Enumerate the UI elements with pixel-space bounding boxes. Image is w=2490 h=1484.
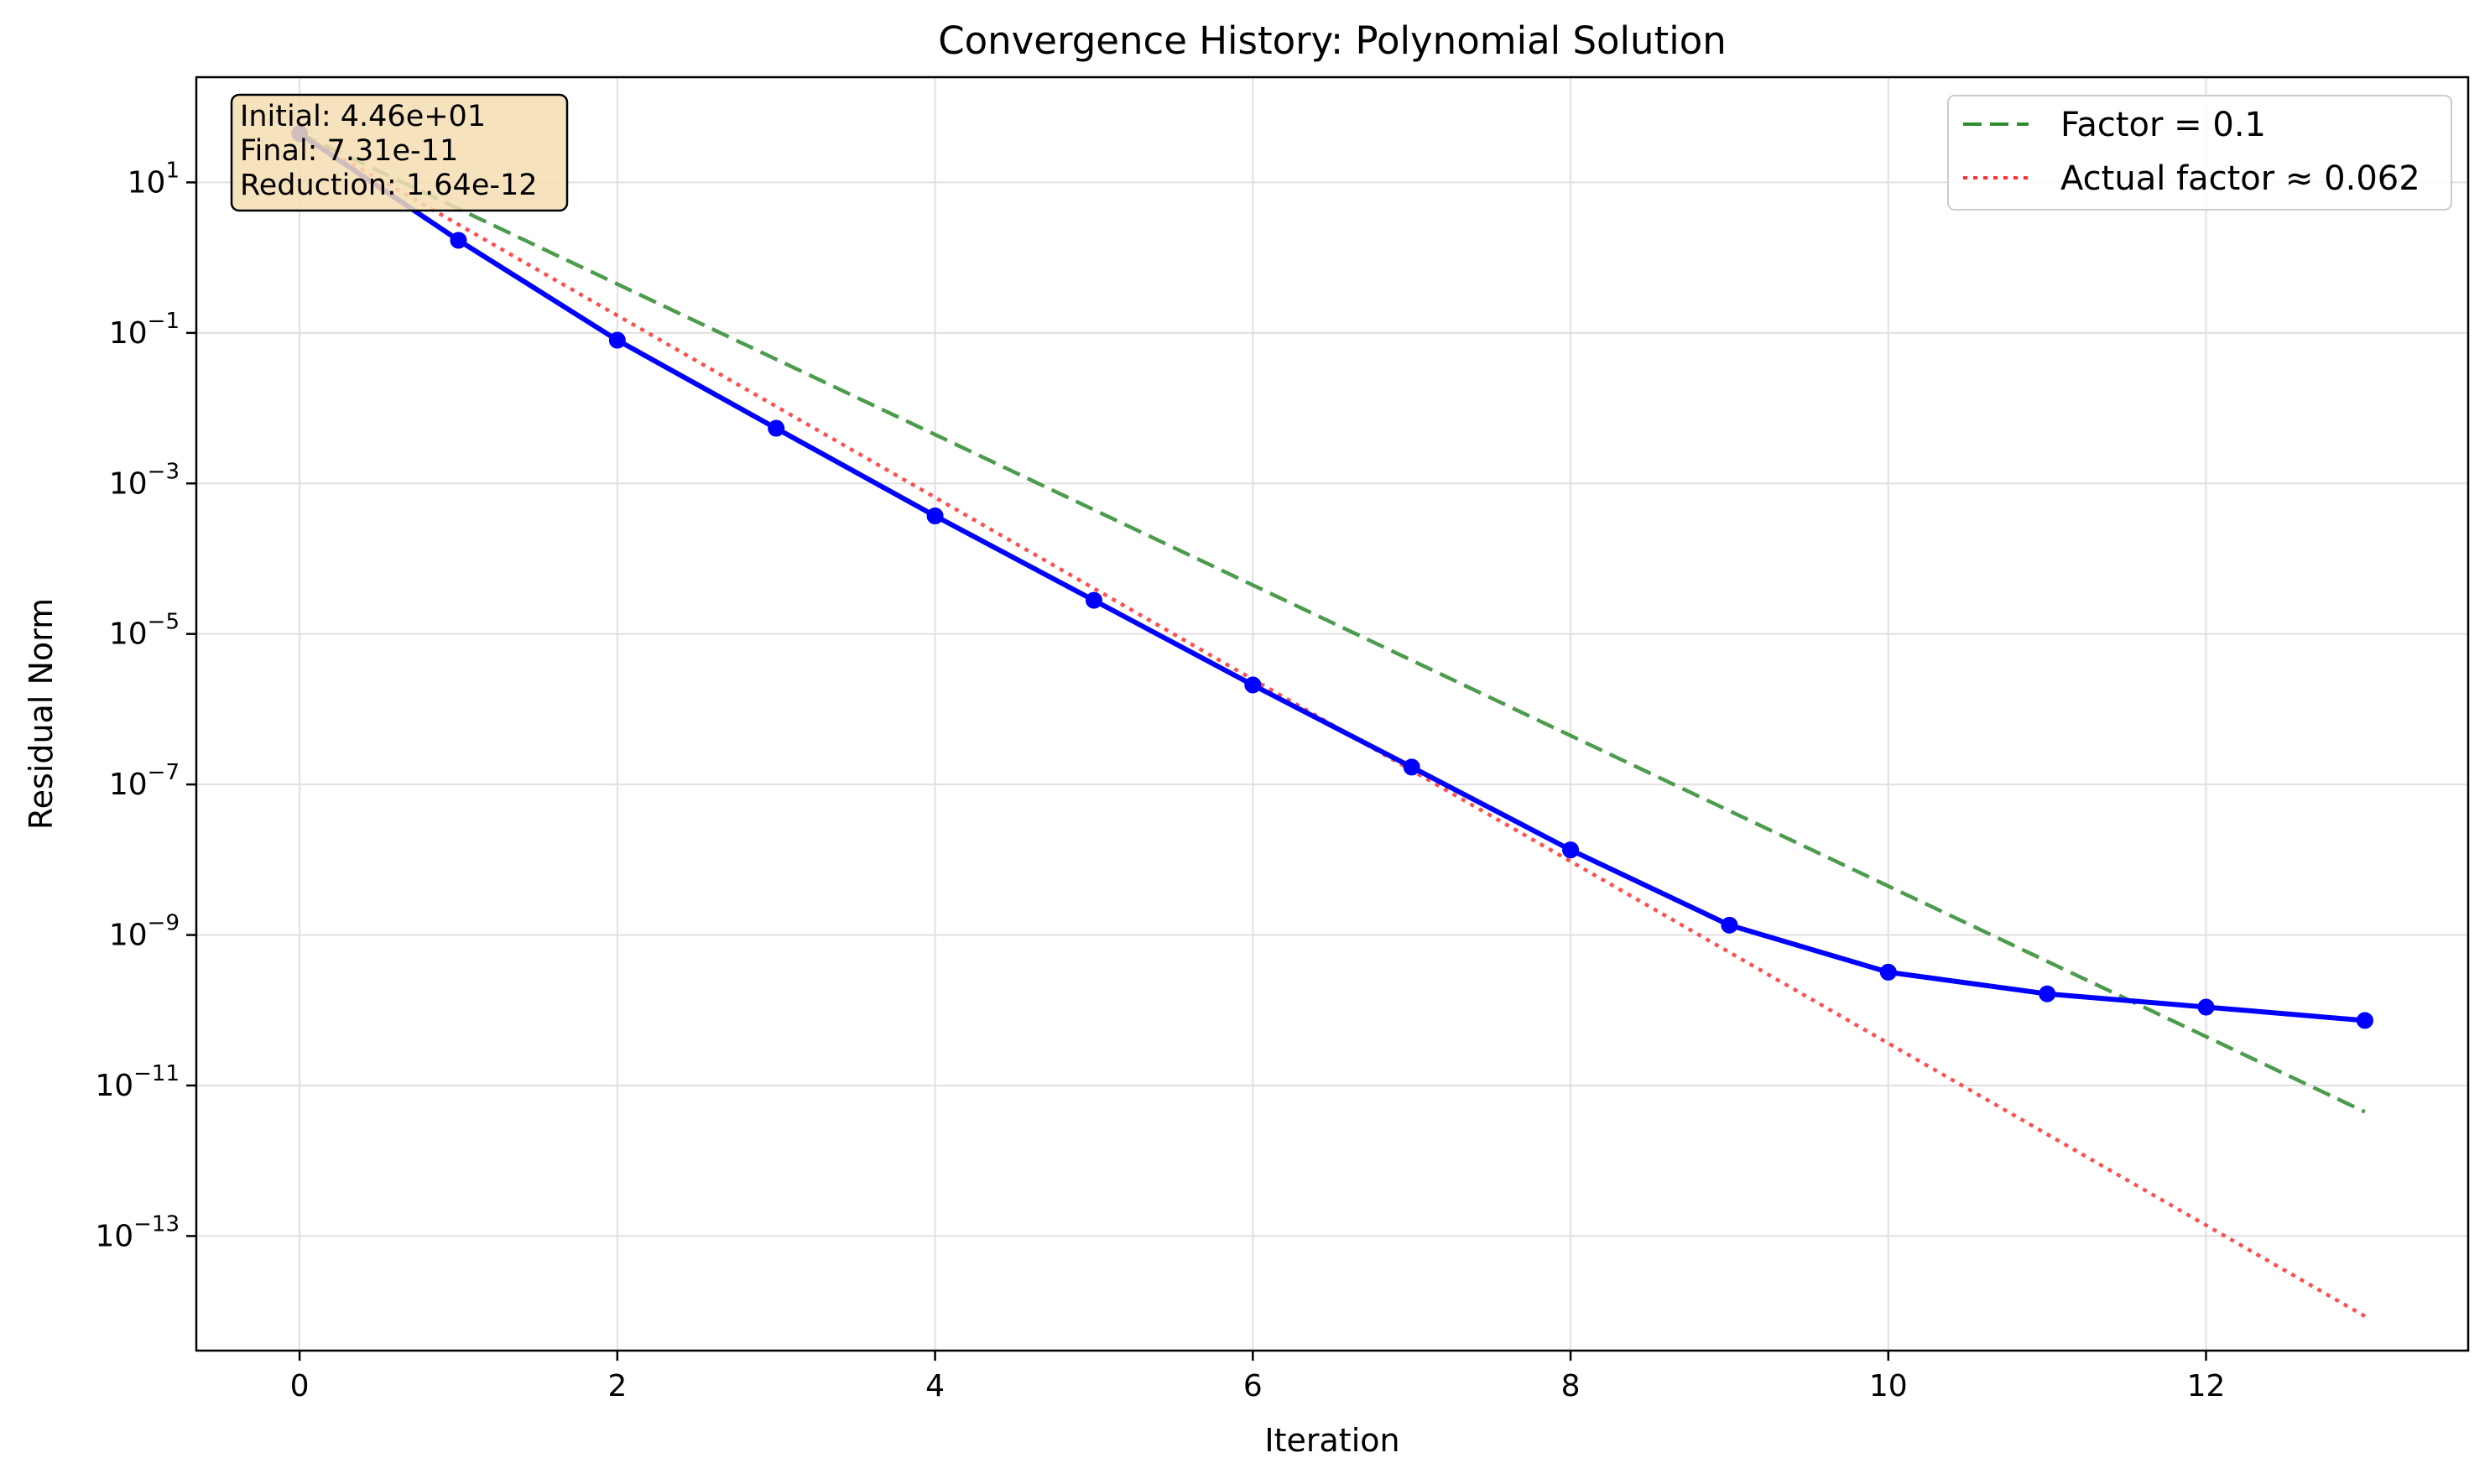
y-tick-label: 10−5 xyxy=(109,610,180,652)
x-tick-label: 6 xyxy=(1243,1369,1263,1403)
grid-lines xyxy=(196,77,2468,1351)
series-line-factor xyxy=(299,132,2366,1114)
data-point xyxy=(450,232,467,249)
y-axis-label: Residual Norm xyxy=(23,598,60,830)
y-tick-label: 10−7 xyxy=(109,760,180,802)
legend: Factor = 0.1 Actual factor ≈ 0.062 xyxy=(1947,95,2452,211)
y-axis-ticks: 101 10−1 10−3 10−5 10−7 10−9 10−11 10−13 xyxy=(95,158,196,1253)
data-point xyxy=(1721,916,1738,934)
legend-label-factor: Factor = 0.1 xyxy=(2060,106,2266,144)
data-point xyxy=(768,419,785,437)
x-tick-label: 2 xyxy=(607,1369,627,1403)
x-tick-label: 8 xyxy=(1561,1369,1581,1403)
stats-box xyxy=(230,93,569,212)
stats-final: Final: 7.31e-11 xyxy=(240,134,458,168)
stats-initial: Initial: 4.46e+01 xyxy=(240,100,486,133)
data-point xyxy=(1085,591,1102,609)
data-point xyxy=(1562,841,1580,859)
x-tick-label: 0 xyxy=(290,1369,310,1403)
y-tick-label: 10−13 xyxy=(95,1211,180,1253)
x-axis-label: Iteration xyxy=(1264,1422,1399,1459)
x-tick-label: 10 xyxy=(1869,1369,1908,1403)
x-tick-label: 4 xyxy=(925,1369,945,1403)
y-tick-label: 10−3 xyxy=(109,459,180,501)
plot-frame xyxy=(195,76,2470,1352)
series-line-residual xyxy=(298,131,2366,1023)
y-tick-label: 10−1 xyxy=(109,309,180,351)
y-tick-label: 101 xyxy=(128,158,180,200)
x-tick-label: 12 xyxy=(2187,1369,2226,1403)
legend-box xyxy=(1947,95,2452,211)
data-point xyxy=(2197,998,2215,1016)
data-point xyxy=(926,507,944,524)
data-point xyxy=(1403,758,1420,776)
data-point xyxy=(1244,676,1262,694)
y-tick-label: 10−11 xyxy=(95,1061,180,1103)
y-tick-label: 10−9 xyxy=(109,911,180,953)
stats-annotation: Initial: 4.46e+01 Final: 7.31e-11 Reduct… xyxy=(230,93,569,212)
data-point xyxy=(2039,985,2056,1002)
stats-reduction: Reduction: 1.64e-12 xyxy=(240,169,538,202)
legend-label-actual: Actual factor ≈ 0.062 xyxy=(2060,159,2420,198)
chart-title: Convergence History: Polynomial Solution xyxy=(938,18,1727,63)
data-point xyxy=(2356,1012,2373,1029)
series-layer xyxy=(291,125,2373,1318)
data-point xyxy=(1879,963,1897,981)
x-axis-ticks: 0 2 4 6 8 10 12 xyxy=(290,1351,2226,1403)
data-point xyxy=(608,331,626,349)
